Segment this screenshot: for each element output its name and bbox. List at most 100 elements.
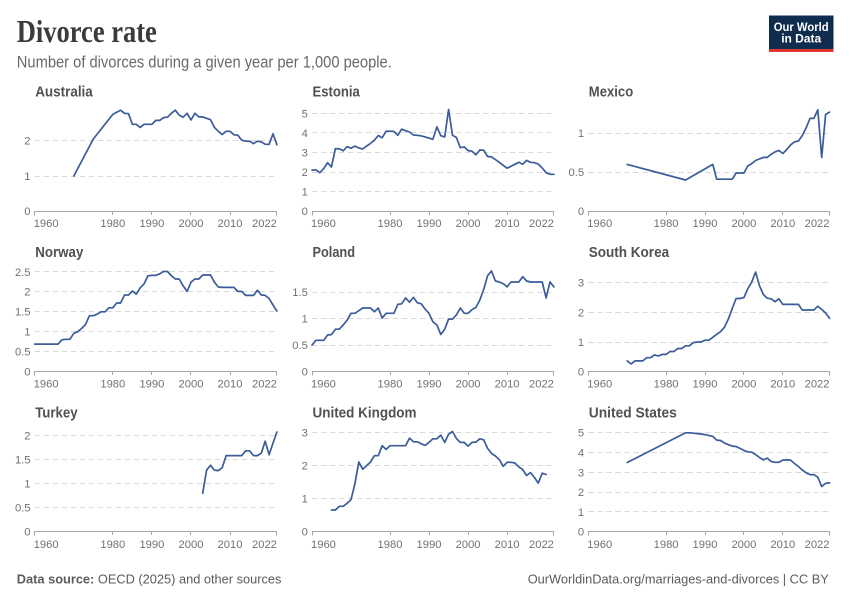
svg-text:2010: 2010 <box>218 539 243 551</box>
svg-text:1: 1 <box>24 171 30 183</box>
svg-text:0: 0 <box>578 527 584 539</box>
svg-text:0.5: 0.5 <box>569 167 585 179</box>
svg-text:0.5: 0.5 <box>292 340 308 352</box>
svg-text:1960: 1960 <box>34 379 59 391</box>
svg-text:0: 0 <box>578 206 584 218</box>
svg-text:1980: 1980 <box>654 539 679 551</box>
svg-text:Our World: Our World <box>774 20 829 34</box>
svg-text:1: 1 <box>24 479 30 491</box>
svg-text:0: 0 <box>578 367 584 379</box>
svg-text:Number of divorces during a gi: Number of divorces during a given year p… <box>17 53 392 72</box>
svg-text:1980: 1980 <box>100 539 125 551</box>
svg-text:2: 2 <box>24 136 30 148</box>
svg-text:1960: 1960 <box>587 379 612 391</box>
svg-text:2010: 2010 <box>770 539 795 551</box>
svg-text:2022: 2022 <box>529 539 554 551</box>
svg-text:5: 5 <box>302 108 308 120</box>
svg-text:4: 4 <box>302 128 308 140</box>
svg-text:1.5: 1.5 <box>15 454 31 466</box>
svg-text:2022: 2022 <box>529 218 554 230</box>
svg-text:2: 2 <box>24 430 30 442</box>
svg-text:2022: 2022 <box>805 218 830 230</box>
svg-text:1990: 1990 <box>693 379 718 391</box>
svg-text:2022: 2022 <box>252 379 277 391</box>
svg-text:2010: 2010 <box>770 379 795 391</box>
svg-text:5: 5 <box>578 428 584 440</box>
svg-text:1980: 1980 <box>378 379 403 391</box>
svg-text:0: 0 <box>302 367 308 379</box>
svg-text:2000: 2000 <box>179 539 204 551</box>
svg-text:1980: 1980 <box>100 379 125 391</box>
svg-text:2000: 2000 <box>456 218 481 230</box>
svg-text:3: 3 <box>302 147 308 159</box>
svg-text:0: 0 <box>302 527 308 539</box>
svg-text:1980: 1980 <box>654 379 679 391</box>
svg-text:Norway: Norway <box>35 245 84 261</box>
svg-text:3: 3 <box>578 278 584 290</box>
svg-text:2: 2 <box>302 461 308 473</box>
svg-text:1980: 1980 <box>378 218 403 230</box>
svg-text:1990: 1990 <box>417 539 442 551</box>
svg-text:1960: 1960 <box>311 218 336 230</box>
svg-text:2010: 2010 <box>495 379 520 391</box>
svg-text:2000: 2000 <box>456 379 481 391</box>
svg-text:1: 1 <box>302 494 308 506</box>
svg-text:2010: 2010 <box>495 539 520 551</box>
svg-text:Poland: Poland <box>313 245 356 261</box>
svg-text:2022: 2022 <box>252 539 277 551</box>
svg-text:in Data: in Data <box>781 31 821 45</box>
svg-text:1960: 1960 <box>311 539 336 551</box>
svg-text:1990: 1990 <box>417 379 442 391</box>
svg-text:0.5: 0.5 <box>15 347 31 359</box>
svg-text:2022: 2022 <box>529 379 554 391</box>
svg-text:1: 1 <box>578 337 584 349</box>
svg-text:1980: 1980 <box>378 539 403 551</box>
svg-text:2010: 2010 <box>218 379 243 391</box>
svg-text:4: 4 <box>578 448 584 460</box>
svg-text:1990: 1990 <box>417 218 442 230</box>
svg-text:2000: 2000 <box>731 539 756 551</box>
svg-text:Data source: OECD (2025) and o: Data source: OECD (2025) and other sourc… <box>17 572 282 587</box>
svg-text:1990: 1990 <box>693 218 718 230</box>
svg-text:2000: 2000 <box>731 379 756 391</box>
svg-text:2022: 2022 <box>805 539 830 551</box>
svg-text:1: 1 <box>24 327 30 339</box>
svg-text:United States: United States <box>589 405 677 421</box>
svg-text:0: 0 <box>302 206 308 218</box>
svg-text:3: 3 <box>578 467 584 479</box>
svg-text:0: 0 <box>24 527 30 539</box>
svg-text:South Korea: South Korea <box>589 245 670 261</box>
svg-text:2: 2 <box>24 287 30 299</box>
svg-text:1980: 1980 <box>654 218 679 230</box>
svg-text:2000: 2000 <box>731 218 756 230</box>
svg-text:2010: 2010 <box>218 218 243 230</box>
svg-text:2000: 2000 <box>179 379 204 391</box>
svg-text:1980: 1980 <box>100 218 125 230</box>
svg-text:2000: 2000 <box>456 539 481 551</box>
svg-text:2000: 2000 <box>179 218 204 230</box>
svg-text:0: 0 <box>24 206 30 218</box>
svg-text:1960: 1960 <box>34 539 59 551</box>
svg-text:United Kingdom: United Kingdom <box>313 405 417 421</box>
svg-text:Divorce rate: Divorce rate <box>17 14 157 49</box>
svg-text:Australia: Australia <box>35 85 93 101</box>
svg-text:1960: 1960 <box>587 539 612 551</box>
svg-text:OurWorldinData.org/marriages-a: OurWorldinData.org/marriages-and-divorce… <box>528 572 830 587</box>
svg-text:2022: 2022 <box>805 379 830 391</box>
svg-text:0.5: 0.5 <box>15 503 31 515</box>
svg-text:1990: 1990 <box>693 539 718 551</box>
svg-text:2: 2 <box>302 167 308 179</box>
svg-text:1990: 1990 <box>139 539 164 551</box>
svg-text:1960: 1960 <box>34 218 59 230</box>
svg-text:3: 3 <box>302 427 308 439</box>
svg-text:0: 0 <box>24 367 30 379</box>
svg-text:1960: 1960 <box>587 218 612 230</box>
svg-text:2022: 2022 <box>252 218 277 230</box>
svg-text:2010: 2010 <box>495 218 520 230</box>
svg-text:1: 1 <box>578 507 584 519</box>
svg-text:1990: 1990 <box>139 218 164 230</box>
svg-text:1: 1 <box>302 314 308 326</box>
svg-text:1960: 1960 <box>311 379 336 391</box>
svg-text:1990: 1990 <box>139 379 164 391</box>
svg-text:Estonia: Estonia <box>313 85 361 101</box>
